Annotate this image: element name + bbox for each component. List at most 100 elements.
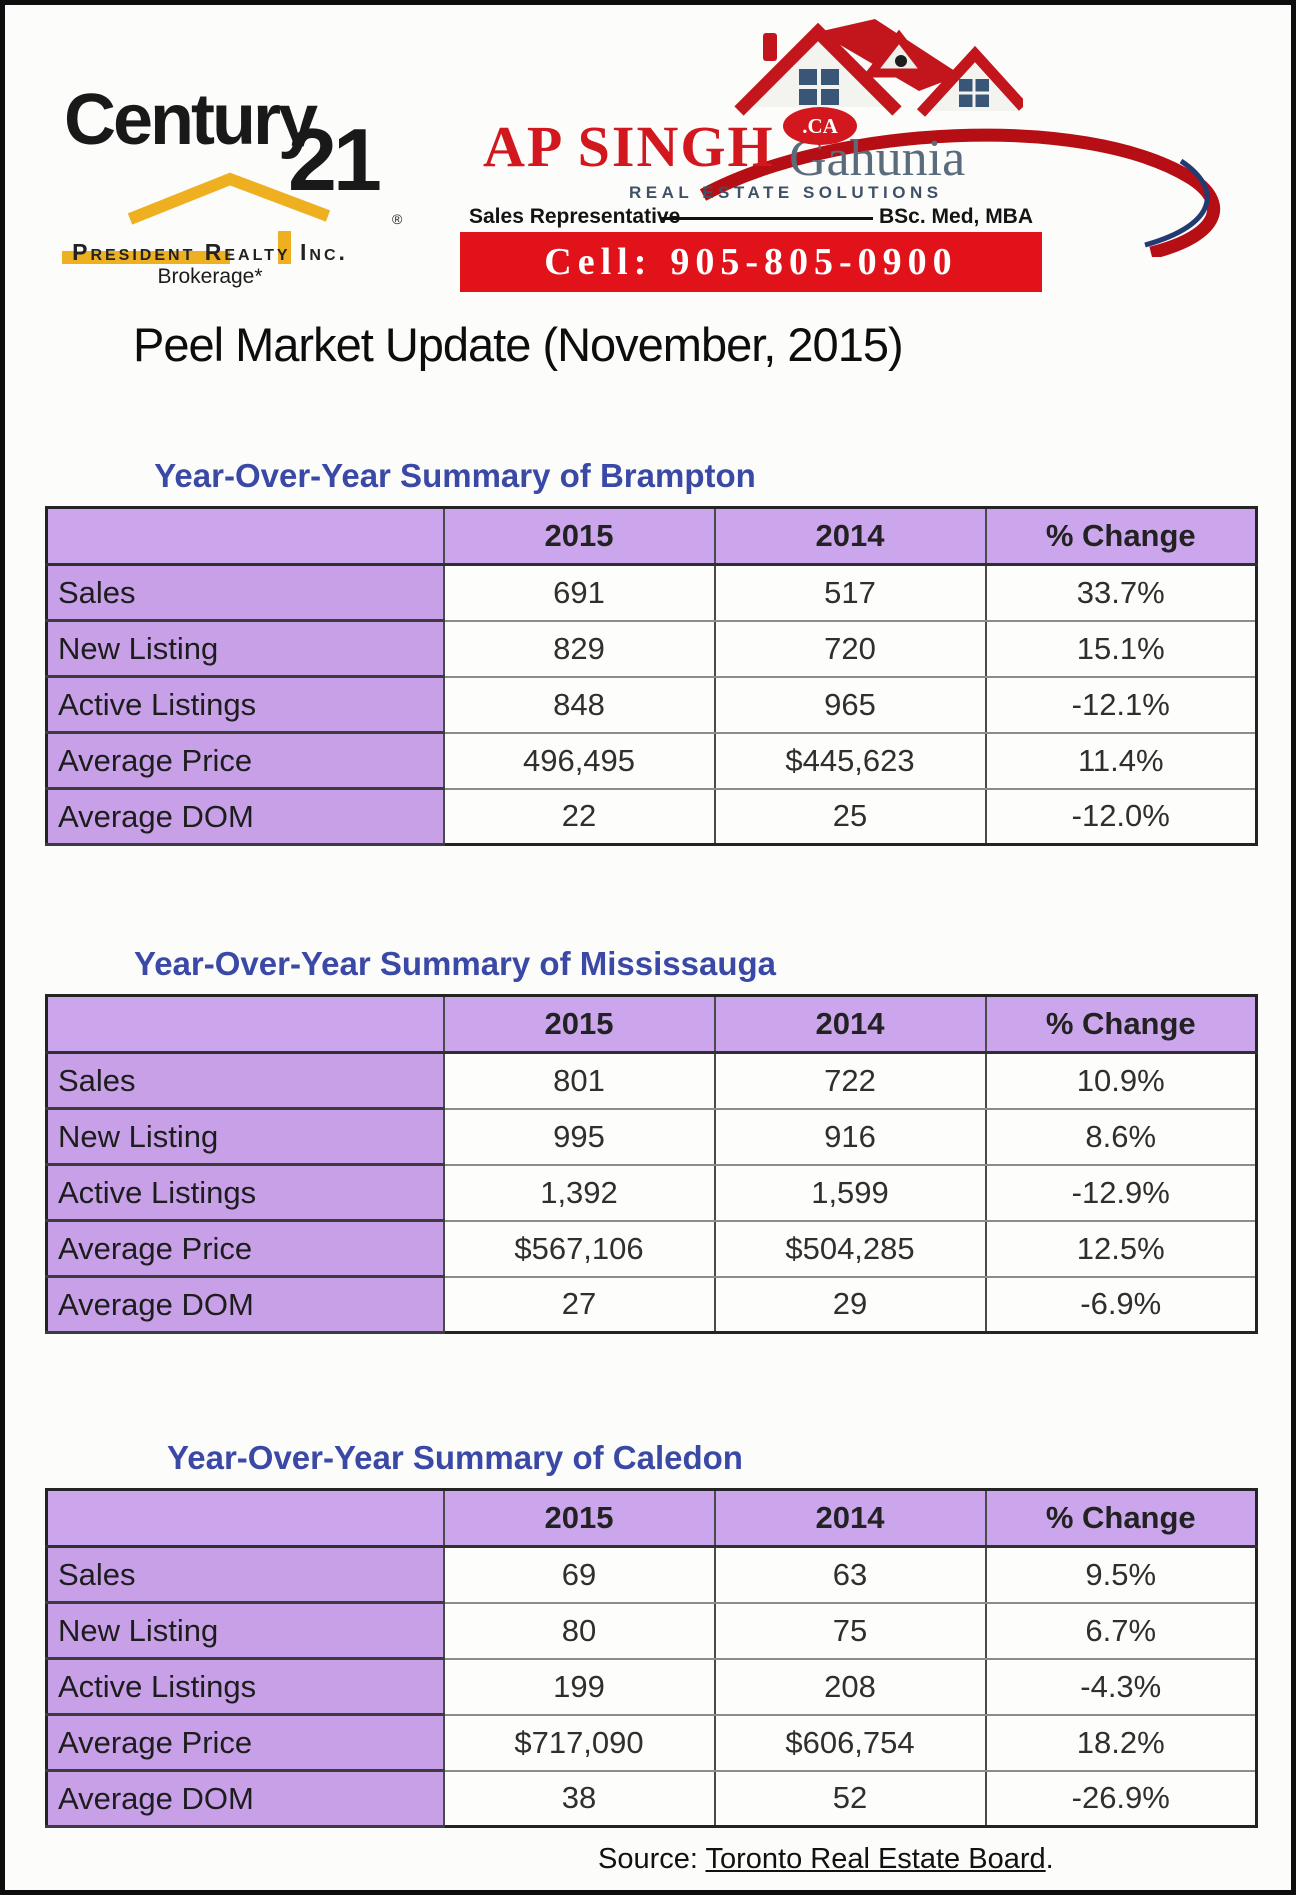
row-label: Active Listings	[45, 675, 445, 734]
cell-pct: -26.9%	[984, 1769, 1258, 1828]
cell-2015: $567,106	[442, 1219, 716, 1278]
century21-logo: Century 21 ® President Realty Inc. Broke…	[60, 80, 402, 298]
cell-pct: -4.3%	[984, 1657, 1258, 1716]
header-pct-change: % Change	[984, 506, 1258, 566]
brampton-table: 2015 2014 % Change Sales 691 517 33.7% N…	[45, 506, 1258, 846]
table-row: Average Price 496,495 $445,623 11.4%	[45, 731, 1258, 790]
header-2014: 2014	[713, 994, 987, 1054]
phone-banner[interactable]: Cell: 905-805-0900	[460, 232, 1042, 292]
brampton-section: Year-Over-Year Summary of Brampton 2015 …	[45, 455, 1258, 846]
row-label: Average DOM	[45, 1275, 445, 1334]
century21-wordmark: Century	[64, 80, 318, 160]
cell-pct: -12.1%	[984, 675, 1258, 734]
table-row: Active Listings 1,392 1,599 -12.9%	[45, 1163, 1258, 1222]
cell-2014: 916	[713, 1107, 987, 1166]
row-label: Sales	[45, 1051, 445, 1110]
row-label: New Listing	[45, 1107, 445, 1166]
cell-2015: 829	[442, 619, 716, 678]
table-row: New Listing 80 75 6.7%	[45, 1601, 1258, 1660]
header-2015: 2015	[442, 1488, 716, 1548]
row-label: Active Listings	[45, 1657, 445, 1716]
table-header-row: 2015 2014 % Change	[45, 1488, 1258, 1548]
caledon-section: Year-Over-Year Summary of Caledon 2015 2…	[45, 1437, 1258, 1828]
agent-tagline: REAL ESTATE SOLUTIONS	[629, 183, 943, 202]
row-label: Average Price	[45, 731, 445, 790]
table-row: Average Price $567,106 $504,285 12.5%	[45, 1219, 1258, 1278]
cell-pct: -12.9%	[984, 1163, 1258, 1222]
cell-2015: 995	[442, 1107, 716, 1166]
header-2015: 2015	[442, 506, 716, 566]
cell-2014: 1,599	[713, 1163, 987, 1222]
source-suffix: .	[1045, 1843, 1054, 1875]
cell-2014: 63	[713, 1545, 987, 1604]
cell-2014: $606,754	[713, 1713, 987, 1772]
row-label: Average DOM	[45, 787, 445, 846]
cell-2015: 496,495	[442, 731, 716, 790]
cell-pct: 6.7%	[984, 1601, 1258, 1660]
mississauga-table: 2015 2014 % Change Sales 801 722 10.9% N…	[45, 994, 1258, 1334]
cell-2015: 801	[442, 1051, 716, 1110]
table-row: Sales 69 63 9.5%	[45, 1545, 1258, 1604]
swoosh-decoration	[699, 128, 1221, 257]
table-row: New Listing 995 916 8.6%	[45, 1107, 1258, 1166]
cell-2014: $504,285	[713, 1219, 987, 1278]
cell-2014: 965	[713, 675, 987, 734]
row-label: Average Price	[45, 1219, 445, 1278]
brokerage-label: Brokerage*	[157, 265, 263, 288]
phone-number: 905-805-0900	[670, 241, 958, 283]
cell-2015: 691	[442, 563, 716, 622]
cell-2014: 52	[713, 1769, 987, 1828]
houses-icon	[734, 19, 1023, 117]
source-link[interactable]: Toronto Real Estate Board	[705, 1843, 1046, 1875]
cell-pct: -6.9%	[984, 1275, 1258, 1334]
table-header-row: 2015 2014 % Change	[45, 994, 1258, 1054]
page-title: Peel Market Update (November, 2015)	[133, 318, 904, 371]
cell-2015: 38	[442, 1769, 716, 1828]
cell-2014: 25	[713, 787, 987, 846]
agent-role-label: Sales Representative	[469, 205, 681, 228]
cell-pct: 12.5%	[984, 1219, 1258, 1278]
row-label: New Listing	[45, 1601, 445, 1660]
representative-row: Sales Representative BSc. Med, MBA	[469, 205, 1049, 231]
row-label: Average DOM	[45, 1769, 445, 1828]
agent-first-name: AP SINGH	[483, 114, 775, 179]
agent-credentials: BSc. Med, MBA	[879, 205, 1034, 228]
row-label: New Listing	[45, 619, 445, 678]
domain-ca-badge: .CA	[783, 107, 857, 145]
cell-pct: 15.1%	[984, 619, 1258, 678]
cell-2014: 29	[713, 1275, 987, 1334]
table-row: Average DOM 38 52 -26.9%	[45, 1769, 1258, 1828]
cell-2014: 722	[713, 1051, 987, 1110]
phone-label: Cell:	[544, 241, 653, 283]
table-header-row: 2015 2014 % Change	[45, 506, 1258, 566]
cell-2014: 75	[713, 1601, 987, 1660]
table-row: Active Listings 199 208 -4.3%	[45, 1657, 1258, 1716]
table-row: New Listing 829 720 15.1%	[45, 619, 1258, 678]
cell-pct: 9.5%	[984, 1545, 1258, 1604]
cell-pct: 33.7%	[984, 563, 1258, 622]
cell-2014: 517	[713, 563, 987, 622]
cell-pct: 18.2%	[984, 1713, 1258, 1772]
cell-2015: 199	[442, 1657, 716, 1716]
caledon-table: 2015 2014 % Change Sales 69 63 9.5% New …	[45, 1488, 1258, 1828]
century21-number: 21	[288, 110, 382, 209]
cell-2015: $717,090	[442, 1713, 716, 1772]
source-prefix: Source:	[598, 1843, 706, 1875]
cell-2014: 208	[713, 1657, 987, 1716]
source-line: Source: Toronto Real Estate Board.	[598, 1843, 1054, 1876]
brokerage-company-name: President Realty Inc.	[72, 239, 348, 265]
header-2014: 2014	[713, 506, 987, 566]
row-label: Sales	[45, 563, 445, 622]
header-2014: 2014	[713, 1488, 987, 1548]
header-blank	[45, 506, 445, 566]
header-pct-change: % Change	[984, 994, 1258, 1054]
table-row: Average Price $717,090 $606,754 18.2%	[45, 1713, 1258, 1772]
cell-2015: 80	[442, 1601, 716, 1660]
cell-pct: 10.9%	[984, 1051, 1258, 1110]
table-row: Active Listings 848 965 -12.1%	[45, 675, 1258, 734]
cell-2015: 22	[442, 787, 716, 846]
table-row: Sales 691 517 33.7%	[45, 563, 1258, 622]
mississauga-section: Year-Over-Year Summary of Mississauga 20…	[45, 943, 1258, 1334]
header-pct-change: % Change	[984, 1488, 1258, 1548]
